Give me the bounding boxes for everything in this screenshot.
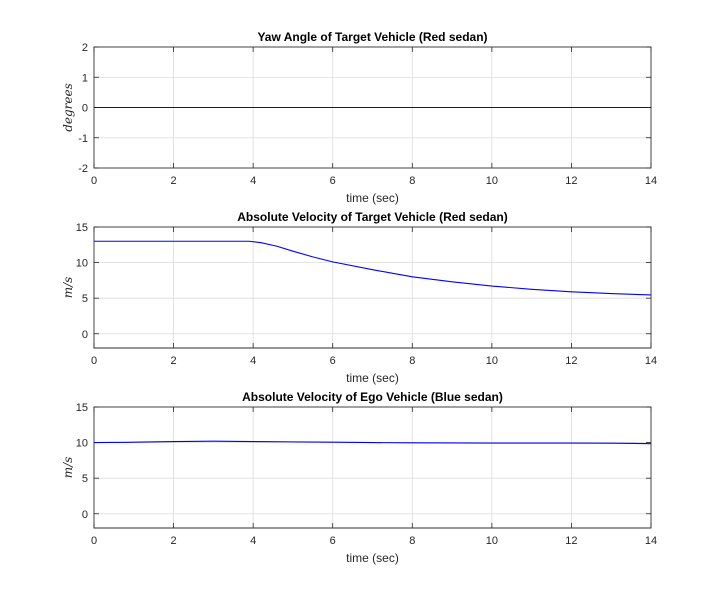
y-axis-label: m/s bbox=[61, 457, 75, 479]
x-tick-label: 10 bbox=[486, 175, 498, 187]
x-tick-label: 14 bbox=[645, 535, 657, 547]
x-tick-label: 6 bbox=[330, 535, 336, 547]
plot-area bbox=[93, 406, 652, 529]
x-axis-label: time (sec) bbox=[346, 551, 399, 565]
x-tick-label: 10 bbox=[486, 535, 498, 547]
data-point bbox=[571, 442, 572, 443]
x-tick-label: 10 bbox=[486, 355, 498, 367]
y-tick-label: 10 bbox=[76, 258, 88, 270]
x-tick-label: 4 bbox=[250, 355, 256, 367]
data-point bbox=[253, 441, 254, 442]
data-point bbox=[261, 242, 262, 243]
y-axis-label: degrees bbox=[61, 83, 75, 132]
data-point bbox=[531, 289, 532, 290]
x-tick-label: 4 bbox=[250, 175, 256, 187]
chart-panel-2: 0 2 4 6 8 10 12 14 0 5 10 15 Absolute Velocity of Ta… bbox=[61, 210, 657, 385]
x-tick-label: 2 bbox=[171, 355, 177, 367]
x-tick-label: 0 bbox=[91, 355, 97, 367]
data-point bbox=[332, 261, 333, 262]
data-point bbox=[93, 241, 94, 242]
data-point bbox=[276, 246, 277, 247]
data-point bbox=[611, 293, 612, 294]
y-tick-label: 0 bbox=[82, 329, 88, 341]
y-tick-label: 15 bbox=[76, 222, 88, 234]
data-point bbox=[451, 281, 452, 282]
x-tick-label: 12 bbox=[565, 175, 577, 187]
data-point bbox=[372, 269, 373, 270]
data-point bbox=[531, 442, 532, 443]
data-point bbox=[292, 441, 293, 442]
data-point bbox=[213, 441, 214, 442]
data-point bbox=[650, 443, 651, 444]
x-tick-label: 14 bbox=[645, 355, 657, 367]
data-point bbox=[571, 291, 572, 292]
x-axis-label: time (sec) bbox=[346, 371, 399, 385]
data-point bbox=[249, 241, 250, 242]
data-point bbox=[491, 285, 492, 286]
axes-box bbox=[93, 406, 652, 529]
chart-title: Yaw Angle of Target Vehicle (Red sedan) bbox=[257, 30, 487, 44]
data-point bbox=[332, 442, 333, 443]
data-point bbox=[451, 442, 452, 443]
x-tick-label: 0 bbox=[91, 535, 97, 547]
y-tick-label: 15 bbox=[76, 402, 88, 414]
x-tick-label: 12 bbox=[565, 535, 577, 547]
data-point bbox=[312, 256, 313, 257]
y-tick-label: 1 bbox=[82, 72, 88, 84]
data-point bbox=[93, 442, 94, 443]
y-tick-label: 0 bbox=[82, 509, 88, 521]
data-point bbox=[292, 251, 293, 252]
data-point bbox=[650, 107, 651, 108]
y-axis-label: m/s bbox=[61, 277, 75, 299]
x-axis-label: time (sec) bbox=[346, 191, 399, 205]
y-tick-label: 10 bbox=[76, 438, 88, 450]
x-tick-label: 2 bbox=[171, 175, 177, 187]
y-tick-label: -1 bbox=[78, 133, 88, 145]
x-tick-label: 12 bbox=[565, 355, 577, 367]
chart-panel-3: 0 2 4 6 8 10 12 14 0 5 10 15 Absolute Velocity of Eg… bbox=[61, 390, 657, 565]
x-tick-label: 6 bbox=[330, 175, 336, 187]
x-tick-label: 0 bbox=[91, 175, 97, 187]
axes-box bbox=[93, 226, 652, 349]
x-tick-label: 8 bbox=[409, 535, 415, 547]
data-point bbox=[491, 442, 492, 443]
x-tick-label: 8 bbox=[409, 175, 415, 187]
y-tick-label: 0 bbox=[82, 103, 88, 115]
y-tick-label: 5 bbox=[82, 473, 88, 485]
data-point bbox=[650, 294, 651, 295]
plot-area bbox=[93, 226, 652, 349]
data-point bbox=[173, 441, 174, 442]
x-tick-label: 8 bbox=[409, 355, 415, 367]
data-point bbox=[133, 442, 134, 443]
x-tick-label: 2 bbox=[171, 535, 177, 547]
y-tick-label: -2 bbox=[78, 163, 88, 175]
series-line bbox=[94, 240, 652, 296]
chart-title: Absolute Velocity of Ego Vehicle (Blue s… bbox=[242, 390, 503, 404]
data-point bbox=[93, 107, 94, 108]
data-point bbox=[412, 442, 413, 443]
data-point bbox=[412, 276, 413, 277]
data-point bbox=[372, 442, 373, 443]
data-point bbox=[611, 443, 612, 444]
series-line bbox=[93, 440, 652, 445]
x-tick-label: 4 bbox=[250, 535, 256, 547]
y-tick-label: 2 bbox=[82, 42, 88, 54]
x-tick-label: 6 bbox=[330, 355, 336, 367]
x-tick-label: 14 bbox=[645, 175, 657, 187]
y-tick-label: 5 bbox=[82, 293, 88, 305]
chart-title: Absolute Velocity of Target Vehicle (Red… bbox=[237, 210, 508, 224]
